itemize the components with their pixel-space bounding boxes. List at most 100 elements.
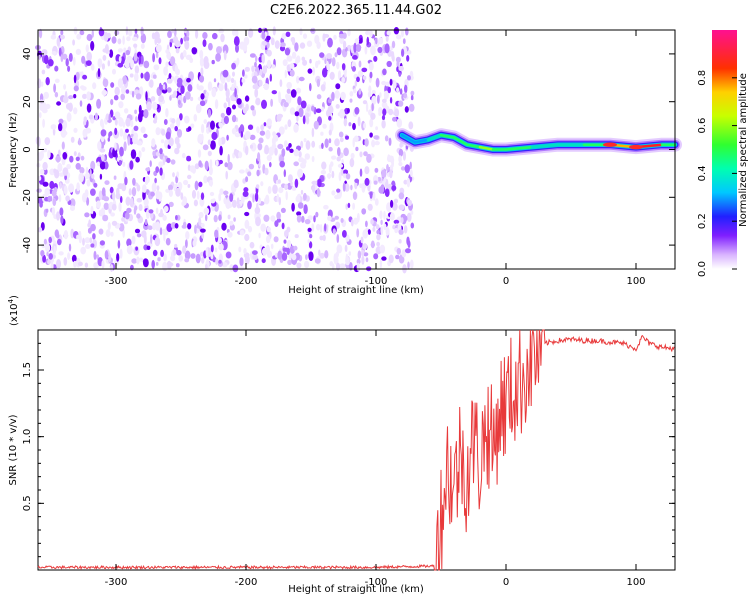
spectrogram-cell [342, 182, 346, 192]
spectrogram-cell [248, 28, 254, 38]
spectrogram-cell [244, 130, 251, 140]
spectrogram-cell [352, 55, 358, 60]
spectrogram-cell [283, 169, 286, 178]
snr-x-label: Height of straight line (km) [288, 584, 424, 595]
spectrogram-cell [73, 85, 79, 92]
spectrogram-cell [410, 210, 414, 215]
spectrogram-cell [358, 89, 361, 95]
spectrogram-cell [335, 104, 340, 109]
spectrogram-cell [370, 45, 376, 56]
spectrogram-cell [39, 112, 42, 119]
spectrogram-cell [203, 89, 206, 95]
spectrogram-cell [169, 123, 175, 129]
spectrogram-cell [168, 201, 174, 208]
spectrogram-cell [293, 161, 300, 167]
spectrogram-cell [63, 185, 68, 195]
spectrogram-cell [367, 229, 371, 235]
spectrogram-cell [245, 176, 249, 183]
y-tick-label: -40 [22, 237, 33, 253]
spectrogram-cell [125, 26, 129, 36]
spectrogram-cell [198, 217, 202, 226]
spectrogram-cell [396, 87, 400, 93]
spectrogram-cell [190, 253, 196, 259]
spectrogram-cell [391, 185, 397, 191]
spectrogram-cell [296, 55, 301, 63]
spectrogram-cell [175, 68, 180, 76]
spectrogram-cell [358, 60, 362, 68]
spectrogram-cell [376, 241, 380, 247]
spectrogram-cell [363, 122, 367, 129]
spectrogram-cell [244, 211, 250, 217]
spectrogram-cell [375, 37, 378, 45]
spectrogram-cell [283, 140, 288, 148]
spectrogram-cell [350, 184, 353, 191]
spectrogram-cell [155, 191, 158, 196]
spectrogram-cell [398, 192, 405, 200]
spectrogram-cell [326, 173, 332, 179]
spectrogram-cell [112, 68, 116, 75]
spectrogram-cell [203, 207, 210, 215]
spectrogram-cell [357, 116, 361, 127]
spectrogram-cell [389, 212, 395, 221]
spectrogram-cell [346, 257, 350, 262]
spectrogram-cell [207, 150, 212, 157]
spectrogram-cell [281, 32, 287, 40]
spectrogram-cell [399, 142, 403, 148]
spectrogram-cell [273, 236, 279, 243]
spectrogram-cell [199, 75, 205, 83]
y-tick-label: -20 [22, 189, 33, 205]
spectrogram-cell [360, 236, 364, 244]
spectrogram-cell [289, 63, 295, 69]
spectrogram-cell [312, 184, 316, 193]
spectrogram-cell [76, 234, 80, 240]
spectrogram-cell [75, 48, 82, 56]
spectrogram-cell [289, 69, 295, 77]
spectrogram-cell [236, 57, 240, 66]
spectrogram-cell [242, 69, 245, 77]
spectrogram-cell [140, 54, 144, 65]
spectrogram-cell [278, 187, 284, 194]
spectrogram-cell [303, 192, 307, 201]
spectrogram-cell [256, 169, 260, 177]
spectrogram-cell [354, 38, 360, 45]
spectrogram-cell [247, 124, 254, 130]
spectrogram-cell [93, 262, 99, 269]
spectrogram-cell [392, 116, 397, 122]
spectrogram-cell [198, 181, 203, 188]
spectrogram-cell [168, 137, 174, 147]
spectrogram-cell [304, 260, 310, 269]
colorbar-tick-label: 0.6 [697, 118, 708, 134]
spectrogram-cell [260, 181, 264, 187]
spectrogram-cell [221, 222, 227, 231]
spectrogram-cell [144, 71, 150, 82]
spectrogram-cell [82, 237, 85, 246]
spectrogram-cell [139, 86, 144, 97]
spectrogram-cell [130, 149, 137, 160]
spectrogram-cell [111, 36, 117, 44]
spectrogram-cell [77, 261, 83, 267]
spectrogram-cell [311, 180, 318, 185]
snr-y-multiplier-prefix: (x10 [9, 303, 20, 326]
spectrogram-cell [198, 160, 202, 168]
spectrogram-cell [334, 194, 340, 200]
spectrogram-cell [184, 250, 191, 260]
spectrogram-cell [259, 130, 266, 136]
spectrogram-cell [39, 150, 44, 160]
spectrogram-cell [99, 173, 103, 180]
spectrogram-cell [181, 201, 186, 207]
spectrogram-cell [278, 126, 285, 135]
spectrogram-cell [231, 127, 237, 135]
spectrogram-cell [54, 65, 59, 72]
x-tick-label: 100 [626, 577, 645, 588]
spectrogram-cell [353, 42, 357, 53]
spectrogram-cell [86, 103, 92, 113]
spectrogram-cell [374, 141, 380, 146]
spectrogram-cell [241, 78, 246, 83]
spectrogram-cell [111, 203, 117, 211]
spectrogram-cell [102, 78, 109, 87]
spectrogram-cell [42, 161, 48, 171]
spectrogram-cell [375, 224, 380, 230]
spectrogram-cell [252, 194, 255, 203]
spectrogram-cell [218, 259, 222, 264]
spectrogram-cell [210, 140, 216, 150]
